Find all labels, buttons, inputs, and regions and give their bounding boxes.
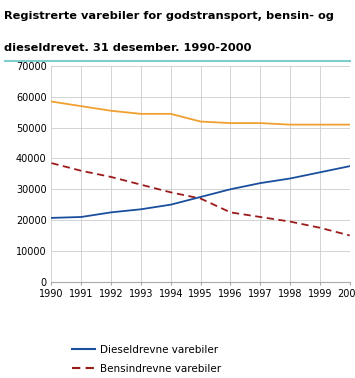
Legend: Dieseldrevne varebiler, Bensindrevne varebiler, Bensin- og dieseldrevne varebile: Dieseldrevne varebiler, Bensindrevne var… xyxy=(72,345,275,378)
Text: Registrerte varebiler for godstransport, bensin- og: Registrerte varebiler for godstransport,… xyxy=(4,11,333,21)
Text: dieseldrevet. 31 desember. 1990-2000: dieseldrevet. 31 desember. 1990-2000 xyxy=(4,43,251,53)
